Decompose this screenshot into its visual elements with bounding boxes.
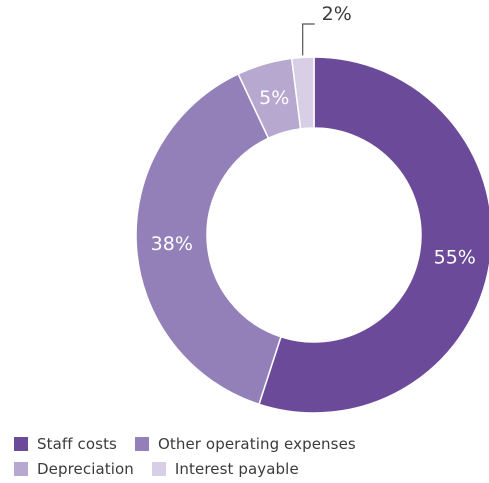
slice-label-depreciation: 5% <box>259 87 289 109</box>
donut-slices <box>135 56 489 414</box>
donut-slice-labels: 55% 38% 5% 2% <box>151 3 476 268</box>
legend-label-staff-costs: Staff costs <box>37 434 117 453</box>
slice-label-other-operating-expenses: 38% <box>151 233 193 255</box>
legend-item-interest-payable: Interest payable <box>151 459 299 478</box>
slice-other-operating-expenses <box>135 72 282 406</box>
leader-line-interest-payable <box>302 23 315 56</box>
legend-item-depreciation: Depreciation <box>14 460 134 478</box>
legend-swatch-interest-payable <box>151 461 166 476</box>
slice-interest-payable <box>290 56 315 130</box>
legend-swatch-other-operating-expenses <box>134 436 149 451</box>
slice-staff-costs <box>258 56 489 414</box>
legend-label-depreciation: Depreciation <box>37 459 134 478</box>
chart-legend: Staff costs Other operating expenses Dep… <box>14 431 484 481</box>
legend-row-2: Depreciation Interest payable <box>14 456 484 481</box>
legend-label-interest-payable: Interest payable <box>174 459 299 478</box>
legend-row-1: Staff costs Other operating expenses <box>14 431 484 456</box>
legend-label-other-operating-expenses: Other operating expenses <box>157 434 356 453</box>
legend-swatch-depreciation <box>14 461 28 476</box>
slice-label-interest-payable: 2% <box>322 3 352 25</box>
legend-swatch-staff-costs <box>14 436 28 451</box>
legend-item-other-operating-expenses: Other operating expenses <box>134 434 356 453</box>
legend-item-staff-costs: Staff costs <box>14 435 117 453</box>
donut-chart: 55% 38% 5% 2% <box>135 3 489 414</box>
slice-label-staff-costs: 55% <box>434 246 476 268</box>
